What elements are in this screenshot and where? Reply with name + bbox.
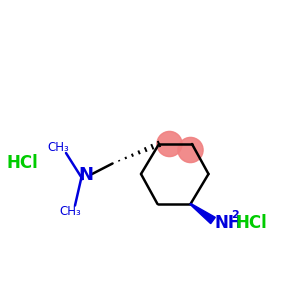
- Text: NH: NH: [214, 214, 242, 232]
- Text: HCl: HCl: [7, 154, 38, 172]
- Text: HCl: HCl: [236, 214, 267, 232]
- Polygon shape: [190, 203, 215, 224]
- Text: CH₃: CH₃: [60, 205, 81, 218]
- Text: CH₃: CH₃: [48, 141, 69, 154]
- Text: N: N: [78, 167, 93, 184]
- Circle shape: [178, 137, 203, 163]
- Circle shape: [157, 131, 182, 157]
- Text: 2: 2: [231, 210, 239, 220]
